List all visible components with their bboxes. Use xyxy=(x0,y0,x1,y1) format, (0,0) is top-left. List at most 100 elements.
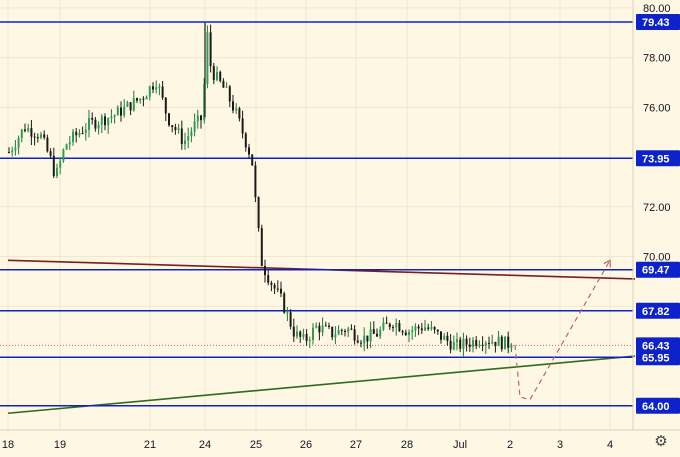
y-tick-label: 70.00 xyxy=(643,252,671,264)
candle-body xyxy=(430,327,433,329)
level-label-box xyxy=(636,397,680,414)
candle-body xyxy=(411,330,414,333)
candle-body xyxy=(209,32,212,67)
candle-body xyxy=(488,342,490,344)
projection-path xyxy=(514,259,611,401)
candle-body xyxy=(478,344,481,346)
candle-body xyxy=(395,323,398,328)
level-label-text: 65.95 xyxy=(642,352,670,364)
candle-body xyxy=(88,117,90,130)
candle-body xyxy=(385,322,388,324)
candle-body xyxy=(446,335,449,341)
candle-body xyxy=(504,336,506,350)
level-label-text: 69.47 xyxy=(642,265,670,277)
x-tick-label: 24 xyxy=(199,439,211,451)
candle-body xyxy=(484,342,487,346)
candle-body xyxy=(337,329,340,335)
candle-body xyxy=(225,86,228,88)
candle-body xyxy=(100,116,103,125)
candle-body xyxy=(276,288,279,290)
candle-body xyxy=(507,336,510,348)
candle-body xyxy=(388,323,391,328)
x-tick-label: 4 xyxy=(607,439,613,451)
candle-body xyxy=(75,131,78,136)
x-tick-label: 3 xyxy=(557,439,563,451)
candle-body xyxy=(104,116,106,126)
candle-body xyxy=(164,97,167,114)
candle-body xyxy=(318,325,321,333)
candle-body xyxy=(251,154,254,166)
candle-body xyxy=(20,129,23,139)
candle-body xyxy=(123,106,126,116)
y-tick-label: 76.00 xyxy=(643,102,671,114)
candle-body xyxy=(84,129,87,134)
x-tick-label: 28 xyxy=(401,439,413,451)
candle-body xyxy=(139,98,142,101)
candle-body xyxy=(500,336,503,350)
candle-body xyxy=(94,119,97,129)
candle-body xyxy=(27,128,30,132)
candle-body xyxy=(14,147,17,151)
candle-body xyxy=(190,131,193,137)
candle-body xyxy=(11,150,14,153)
candle-body xyxy=(286,312,289,314)
candle-body xyxy=(62,149,65,161)
candle-body xyxy=(312,327,314,340)
candle-body xyxy=(424,327,426,331)
candle-body xyxy=(510,345,513,348)
candle-body xyxy=(200,115,202,121)
candle-body xyxy=(81,133,84,135)
gear-icon[interactable]: ⚙ xyxy=(654,433,668,450)
projection-arrowhead xyxy=(603,259,611,268)
candle-body xyxy=(270,282,273,285)
candle-body xyxy=(494,341,497,347)
candle-body xyxy=(116,107,119,116)
last-price-label-text: 66.43 xyxy=(642,340,670,352)
candle-body xyxy=(452,342,455,350)
candle-body xyxy=(59,160,62,168)
candle-body xyxy=(193,121,196,132)
candle-body xyxy=(241,118,244,134)
candle-body xyxy=(328,325,330,327)
candle-body xyxy=(244,133,247,148)
trend-line-support xyxy=(7,355,636,415)
candle-body xyxy=(257,197,260,229)
candle-body xyxy=(187,136,190,141)
candle-body xyxy=(324,325,327,327)
candle-body xyxy=(433,327,436,330)
x-tick-label: Jul xyxy=(453,439,467,451)
candle-body xyxy=(440,331,442,340)
candle-body xyxy=(369,329,372,342)
candle-body xyxy=(462,338,465,349)
candle-body xyxy=(392,327,394,329)
candle-body xyxy=(248,147,250,155)
candle-body xyxy=(456,339,458,343)
level-label-box xyxy=(636,302,680,319)
candle-body xyxy=(347,328,350,332)
candle-body xyxy=(56,167,58,177)
candle-body xyxy=(315,325,318,328)
candle-body xyxy=(113,115,116,117)
candle-body xyxy=(308,339,311,341)
candle-body xyxy=(46,137,49,152)
candle-body xyxy=(180,128,183,145)
candle-body xyxy=(340,329,343,331)
candle-body xyxy=(235,108,238,111)
candle-body xyxy=(472,340,474,347)
candle-body xyxy=(302,333,305,337)
candle-body xyxy=(292,326,295,337)
candle-body xyxy=(254,165,257,198)
candle-body xyxy=(65,144,68,150)
level-label-text: 67.82 xyxy=(642,306,670,318)
candle-body xyxy=(206,32,209,84)
candle-body xyxy=(296,331,298,337)
level-label-box xyxy=(636,261,680,278)
candle-body xyxy=(436,329,439,332)
candle-body xyxy=(443,335,446,340)
candle-body xyxy=(289,312,292,327)
level-label-box xyxy=(636,150,680,167)
candle-body xyxy=(40,134,42,138)
candle-body xyxy=(97,124,100,129)
